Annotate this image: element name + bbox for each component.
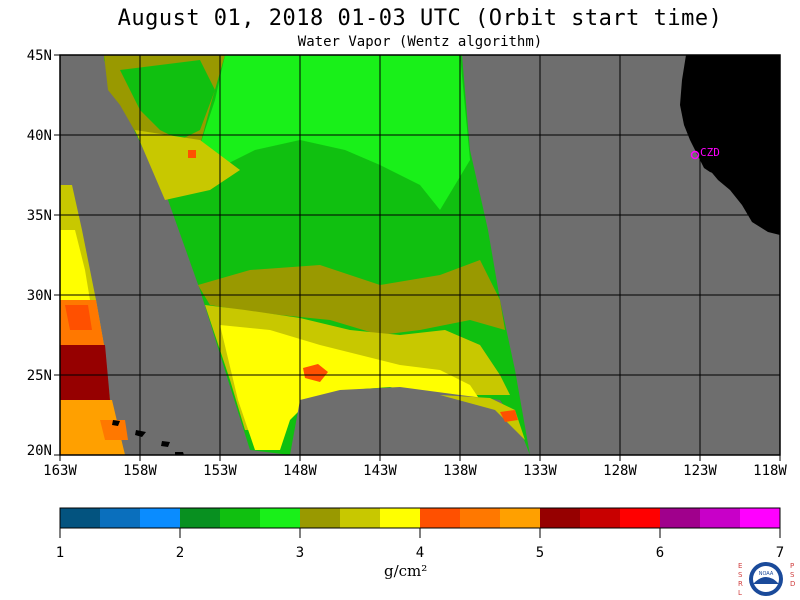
logo-letter: S — [790, 571, 795, 579]
latitude-labels: 45N 40N 35N 30N 25N 20N — [27, 48, 52, 459]
station-marker: CZD — [690, 146, 720, 160]
colorbar-tick-label: 7 — [776, 545, 784, 561]
colorbar-ticks — [59, 528, 781, 538]
map-title: August 01, 2018 01-03 UTC (Orbit start t… — [117, 6, 723, 31]
lat-label: 35N — [27, 208, 52, 224]
colorbar-bin — [180, 508, 220, 528]
colorbar-unit: g/cm² — [384, 562, 428, 580]
lon-label: 133W — [523, 463, 557, 479]
logo-letter: R — [738, 580, 743, 588]
colorbar-bin — [500, 508, 540, 528]
colorbar-tick-labels: 1 2 3 4 5 6 7 — [56, 545, 784, 561]
lon-label: 158W — [123, 463, 157, 479]
lon-label: 163W — [43, 463, 77, 479]
colorbar-bin — [380, 508, 420, 528]
lon-label: 143W — [363, 463, 397, 479]
north-america-land — [680, 55, 780, 235]
logo-letter: E — [738, 562, 742, 570]
logo-letter: L — [738, 589, 742, 597]
colorbar — [60, 508, 780, 528]
lon-label: 138W — [443, 463, 477, 479]
colorbar-bin — [100, 508, 140, 528]
satellite-swath — [104, 55, 530, 455]
colorbar-bin — [540, 508, 580, 528]
lon-label: 148W — [283, 463, 317, 479]
colorbar-tick-label: 1 — [56, 545, 64, 561]
tick-marks — [54, 54, 781, 461]
logo-letter: D — [790, 580, 795, 588]
colorbar-bin — [660, 508, 700, 528]
lat-label: 40N — [27, 128, 52, 144]
colorbar-bin — [460, 508, 500, 528]
lat-label: 45N — [27, 48, 52, 64]
lat-label: 25N — [27, 368, 52, 384]
colorbar-bin — [620, 508, 660, 528]
colorbar-bin — [340, 508, 380, 528]
logo-letter: P — [790, 562, 794, 570]
colorbar-bin — [140, 508, 180, 528]
map-subtitle: Water Vapor (Wentz algorithm) — [297, 34, 543, 50]
coastline-detail — [700, 160, 718, 175]
map-frame — [59, 54, 781, 456]
lon-label: 123W — [683, 463, 717, 479]
logo-center-text: NOAA — [759, 571, 774, 577]
graticule — [60, 55, 780, 455]
colorbar-bin — [220, 508, 260, 528]
colorbar-bin — [60, 508, 100, 528]
colorbar-tick-label: 6 — [656, 545, 664, 561]
colorbar-bin — [420, 508, 460, 528]
station-label: CZD — [700, 146, 720, 159]
colorbar-bin — [260, 508, 300, 528]
colorbar-tick-label: 2 — [176, 545, 184, 561]
lon-label: 153W — [203, 463, 237, 479]
lon-label: 128W — [603, 463, 637, 479]
colorbar-tick-label: 5 — [536, 545, 544, 561]
left-swath-strip — [60, 185, 128, 455]
lat-label: 20N — [27, 443, 52, 459]
logo-letter: S — [738, 571, 743, 579]
colorbar-bin — [700, 508, 740, 528]
colorbar-bin — [580, 508, 620, 528]
colorbar-tick-label: 4 — [416, 545, 424, 561]
colorbar-bin — [300, 508, 340, 528]
lat-label: 30N — [27, 288, 52, 304]
lon-label: 118W — [753, 463, 787, 479]
colorbar-tick-label: 3 — [296, 545, 304, 561]
longitude-labels: 163W 158W 153W 148W 143W 138W 133W 128W … — [43, 463, 787, 479]
colorbar-bin — [740, 508, 780, 528]
